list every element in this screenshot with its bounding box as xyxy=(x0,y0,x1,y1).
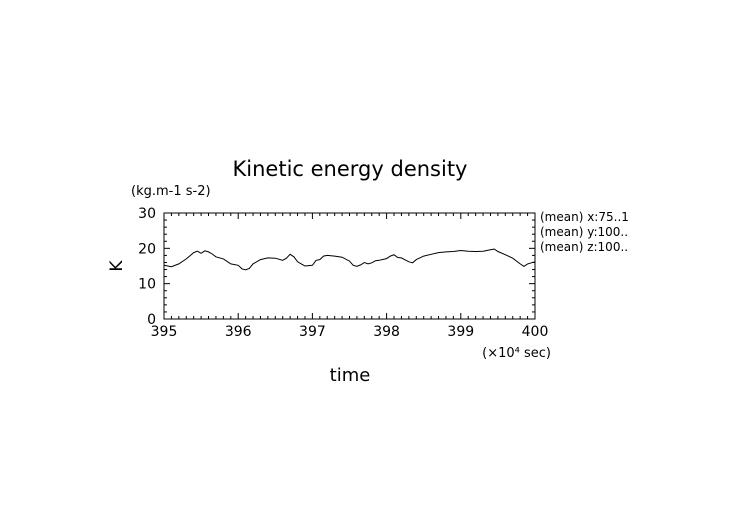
series-line xyxy=(163,248,536,271)
mean-annotation: (mean) x:75..1 xyxy=(540,210,629,224)
tick-labels: 395 396 397 398 399 400 0 10 20 30 xyxy=(138,206,548,340)
annotations: (mean) x:75..1(mean) y:100..(mean) z:100… xyxy=(540,210,629,254)
series-group xyxy=(163,248,536,271)
axis-ticks xyxy=(163,212,536,320)
x-tick-label: 396 xyxy=(225,324,252,340)
mean-annotation: (mean) z:100.. xyxy=(540,240,628,254)
y-tick-label: 0 xyxy=(147,312,156,328)
x-tick-label: 400 xyxy=(522,324,549,340)
y-tick-label: 30 xyxy=(138,206,156,222)
plot-frame xyxy=(163,212,536,320)
x-scale-note: (×10⁴ sec) xyxy=(482,346,551,361)
y-tick-label: 20 xyxy=(138,241,156,257)
units-label: (kg.m-1 s-2) xyxy=(131,184,211,199)
x-axis-label: time xyxy=(330,365,371,386)
x-tick-label: 397 xyxy=(299,324,326,340)
mean-annotation: (mean) y:100.. xyxy=(540,225,628,239)
x-tick-label: 398 xyxy=(373,324,400,340)
y-tick-label: 10 xyxy=(138,277,156,293)
x-tick-label: 399 xyxy=(447,324,474,340)
chart-title: Kinetic energy density xyxy=(233,157,468,181)
x-tick-label: 395 xyxy=(151,324,178,340)
y-axis-label: K xyxy=(107,260,127,272)
